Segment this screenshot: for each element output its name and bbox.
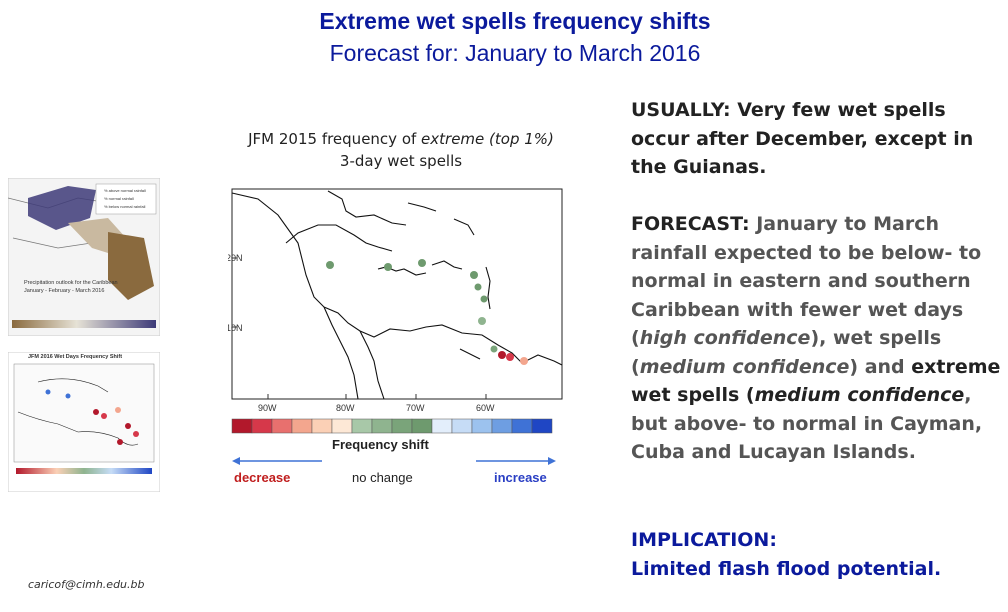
top-legend-2: % normal rainfall <box>104 196 134 201</box>
station-dot <box>418 259 426 267</box>
forecast-t7: medium confidence <box>754 384 965 406</box>
station-dot <box>470 271 478 279</box>
scale-cell <box>291 418 313 434</box>
precipitation-outlook-thumbnail: % above normal rainfall % normal rainfal… <box>8 178 160 336</box>
top-thumb-subtitle: January - February - March 2016 <box>24 288 104 294</box>
scale-cell <box>531 418 553 434</box>
station-dot <box>478 317 486 325</box>
station-dot <box>498 351 506 359</box>
scale-cell <box>451 418 473 434</box>
scale-cell <box>351 418 373 434</box>
map-caption-italic: extreme (top 1%) <box>421 130 554 148</box>
forecast-t4: medium confidence <box>639 355 850 378</box>
lon-label-70w: 70W <box>406 403 425 413</box>
lat-label-10n: 10N <box>228 323 243 333</box>
top-thumb-title: Precipitation outlook for the Caribbean <box>24 280 118 286</box>
implication-text: IMPLICATION: Limited flash flood potenti… <box>631 526 1003 583</box>
slide-title: Extreme wet spells frequency shifts <box>319 8 711 34</box>
map-caption: JFM 2015 frequency of extreme (top 1%) 3… <box>206 128 596 172</box>
top-legend-3: % below normal rainfall <box>104 204 145 209</box>
station-dot <box>384 263 392 271</box>
station-dot <box>490 345 498 353</box>
forecast-t3: ), wet spells ( <box>631 327 942 378</box>
slide-subtitle: Forecast for: January to March 2016 <box>329 40 701 66</box>
legend-title: Frequency shift <box>332 437 429 452</box>
frequency-shift-map: 20N 10N 90W 80W 70W 60W Frequency shift … <box>228 185 566 492</box>
scale-cell <box>511 418 533 434</box>
lon-label-60w: 60W <box>476 403 495 413</box>
scale-cell <box>391 418 413 434</box>
decrease-label: decrease <box>234 470 290 485</box>
scale-cell <box>471 418 493 434</box>
map-caption-line2: 3-day wet spells <box>339 152 463 170</box>
contact-email: caricof@cimh.edu.bb <box>28 578 145 591</box>
forecast-t6: extreme wet spells ( <box>631 355 1001 407</box>
forecast-t5: ) and <box>849 355 912 378</box>
usually-text: USUALLY: Very few wet spells occur after… <box>631 99 974 178</box>
no-change-label: no change <box>352 470 413 485</box>
forecast-t2: high confidence <box>639 327 811 349</box>
lon-label-80w: 80W <box>336 403 355 413</box>
color-scale-bar <box>231 418 553 434</box>
forecast-t8: , <box>964 384 972 406</box>
implication-label: IMPLICATION: <box>631 529 777 551</box>
scale-cell <box>271 418 293 434</box>
wet-days-shift-thumbnail: JFM 2016 Wet Days Frequency Shift <box>8 352 160 492</box>
station-dot <box>480 295 488 303</box>
station-dot <box>326 261 334 269</box>
station-dot <box>506 353 514 361</box>
scale-cell <box>251 418 273 434</box>
forecast-t1: January to March rainfall expected to be… <box>631 213 982 349</box>
scale-cell <box>431 418 453 434</box>
implication-body: Limited flash flood potential. <box>631 557 942 580</box>
scale-cell <box>311 418 333 434</box>
scale-cell <box>231 418 253 434</box>
scale-cell <box>491 418 513 434</box>
scale-cell <box>411 418 433 434</box>
forecast-text: FORECAST: January to March rainfall expe… <box>631 210 1003 467</box>
scale-cell <box>331 418 353 434</box>
lon-label-90w: 90W <box>258 403 277 413</box>
scale-cell <box>371 418 393 434</box>
map-caption-part1: JFM 2015 frequency of <box>248 130 422 148</box>
forecast-t9: but above- to normal in Cayman, Cuba and… <box>631 412 983 464</box>
station-dot <box>474 283 482 291</box>
forecast-label: FORECAST: <box>631 213 750 235</box>
station-dot <box>520 357 528 365</box>
top-legend-1: % above normal rainfall <box>104 188 146 193</box>
bottom-thumb-title: JFM 2016 Wet Days Frequency Shift <box>28 354 122 360</box>
station-markers <box>326 259 528 365</box>
increase-label: increase <box>494 470 547 485</box>
